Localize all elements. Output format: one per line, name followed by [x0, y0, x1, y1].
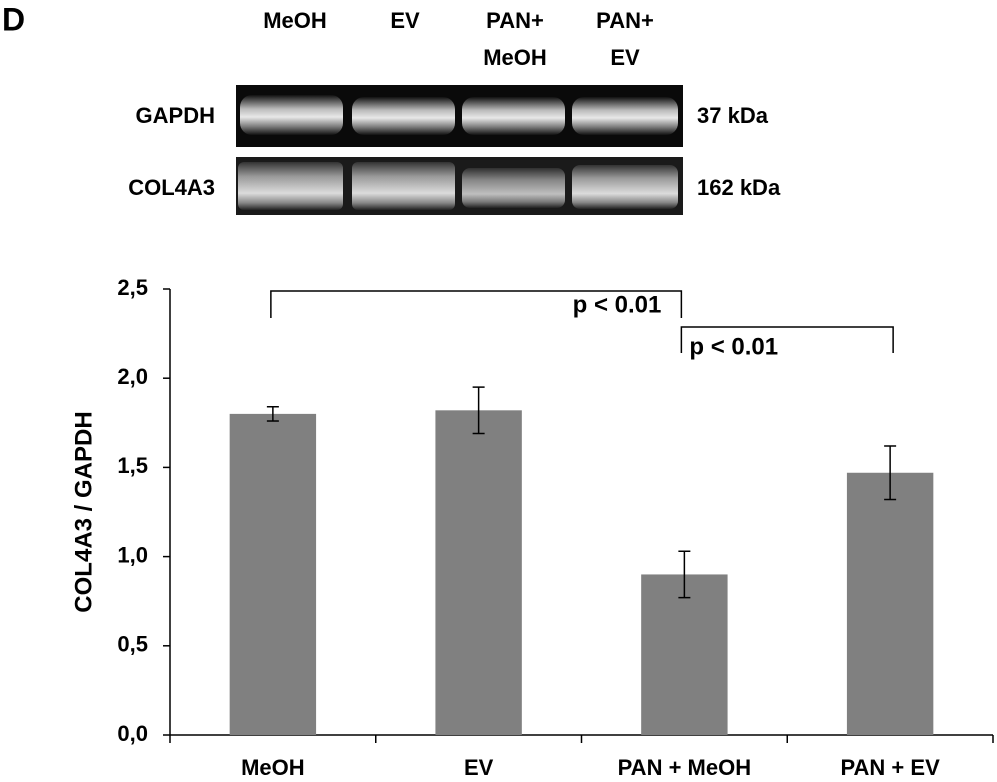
lane-label: EV: [610, 45, 640, 70]
bar: [229, 413, 317, 735]
y-axis-label: COL4A3 / GAPDH: [70, 411, 97, 612]
annotation: p < 0.01: [573, 291, 662, 318]
blot-size-label: 162 kDa: [697, 175, 781, 200]
band: [238, 162, 343, 210]
panel-label: D: [2, 1, 25, 37]
error-bar: [678, 550, 691, 599]
y-tick-label: 0,5: [117, 632, 148, 657]
x-tick-label: PAN + EV: [841, 755, 941, 780]
x-tick-label: PAN + MeOH: [618, 755, 751, 780]
band: [240, 95, 343, 135]
lane-label: EV: [390, 8, 420, 33]
band: [352, 162, 455, 210]
band: [352, 97, 455, 135]
blot-size-label: 37 kDa: [697, 103, 769, 128]
lane-label: MeOH: [483, 45, 547, 70]
bar: [641, 574, 728, 735]
blot-row-label: GAPDH: [136, 103, 215, 128]
y-tick-label: 2,0: [117, 364, 148, 389]
x-tick-label: EV: [464, 755, 494, 780]
lane-label: PAN+: [596, 8, 654, 33]
significance-bracket: [680, 326, 894, 353]
significance-bracket: [270, 290, 683, 318]
error-bar: [266, 405, 279, 422]
y-tick-label: 1,0: [117, 542, 148, 567]
y-tick-label: 2,5: [117, 275, 148, 300]
blot-images: [236, 85, 683, 215]
annotation: p < 0.01: [689, 333, 778, 360]
blot-row-label: COL4A3: [128, 175, 215, 200]
lane-label: PAN+: [486, 8, 544, 33]
error-bar: [884, 445, 897, 501]
x-tick-label: MeOH: [241, 755, 305, 780]
bar: [435, 410, 522, 735]
error-bar: [472, 386, 485, 435]
lane-label: MeOH: [263, 8, 327, 33]
bar: [846, 472, 934, 735]
band: [572, 165, 678, 209]
y-tick-label: 1,5: [117, 453, 148, 478]
band: [572, 97, 678, 135]
band: [462, 168, 565, 208]
y-tick-label: 0,0: [117, 721, 148, 746]
band: [462, 97, 565, 135]
